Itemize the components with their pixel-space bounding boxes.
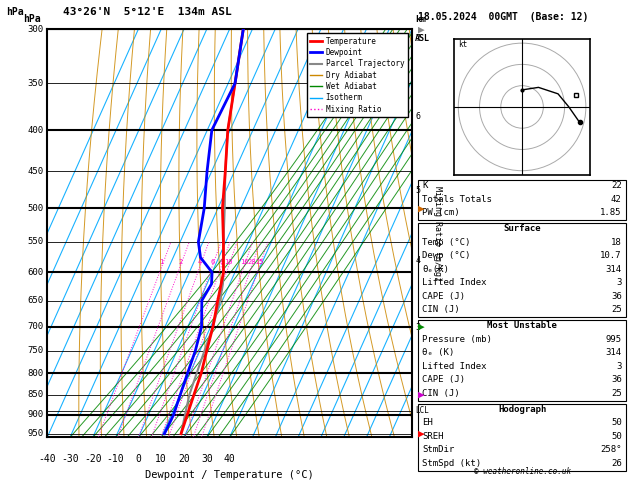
Text: 900: 900 [28, 410, 43, 419]
Text: 1: 1 [160, 260, 164, 265]
Text: 850: 850 [28, 390, 43, 399]
Text: Most Unstable: Most Unstable [487, 321, 557, 330]
Text: SREH: SREH [423, 432, 444, 441]
Text: © weatheronline.co.uk: © weatheronline.co.uk [474, 467, 571, 476]
Text: 43°26'N  5°12'E  134m ASL: 43°26'N 5°12'E 134m ASL [63, 7, 231, 17]
Text: Lifted Index: Lifted Index [423, 278, 487, 287]
Text: 36: 36 [611, 292, 621, 301]
Text: ▶: ▶ [418, 390, 425, 399]
Text: ▶: ▶ [418, 322, 425, 331]
Text: CAPE (J): CAPE (J) [423, 292, 465, 301]
Text: 10: 10 [224, 260, 233, 265]
Text: kt: kt [459, 40, 467, 50]
Text: ▶: ▶ [418, 204, 425, 213]
Text: 7: 7 [415, 34, 420, 43]
Text: Temp (°C): Temp (°C) [423, 238, 471, 247]
Text: 36: 36 [611, 375, 621, 384]
Text: Totals Totals: Totals Totals [423, 194, 493, 204]
Text: 18.05.2024  00GMT  (Base: 12): 18.05.2024 00GMT (Base: 12) [418, 12, 589, 22]
Text: km: km [415, 15, 426, 24]
FancyBboxPatch shape [418, 403, 626, 471]
FancyBboxPatch shape [418, 223, 626, 317]
Text: Dewp (°C): Dewp (°C) [423, 251, 471, 260]
Text: 25: 25 [611, 305, 621, 314]
Text: StmDir: StmDir [423, 445, 455, 454]
Text: 10: 10 [155, 454, 167, 464]
Text: ▶: ▶ [418, 429, 425, 439]
Text: θₑ(K): θₑ(K) [423, 265, 449, 274]
Text: θₑ (K): θₑ (K) [423, 348, 455, 357]
Text: 0: 0 [135, 454, 142, 464]
Text: 16: 16 [240, 260, 248, 265]
Text: 10.7: 10.7 [600, 251, 621, 260]
Text: -30: -30 [61, 454, 79, 464]
Text: CAPE (J): CAPE (J) [423, 375, 465, 384]
Text: K: K [423, 181, 428, 190]
Text: 4: 4 [415, 256, 420, 265]
Text: 450: 450 [28, 167, 43, 176]
Text: 350: 350 [28, 79, 43, 88]
Text: 6: 6 [415, 112, 420, 121]
Text: 40: 40 [224, 454, 235, 464]
Text: CIN (J): CIN (J) [423, 389, 460, 398]
Text: Pressure (mb): Pressure (mb) [423, 335, 493, 344]
Text: 700: 700 [28, 322, 43, 331]
Text: 1.85: 1.85 [600, 208, 621, 217]
Text: 6: 6 [210, 260, 214, 265]
Text: 500: 500 [28, 204, 43, 213]
Text: 50: 50 [611, 418, 621, 427]
Text: 3: 3 [616, 278, 621, 287]
Text: 400: 400 [28, 125, 43, 135]
Text: EH: EH [423, 418, 433, 427]
Text: 950: 950 [28, 429, 43, 438]
Text: 995: 995 [606, 335, 621, 344]
Text: 25: 25 [611, 389, 621, 398]
Text: 314: 314 [606, 265, 621, 274]
Text: 600: 600 [28, 268, 43, 277]
Text: 3: 3 [616, 362, 621, 371]
Text: hPa: hPa [6, 7, 24, 17]
Text: 2: 2 [178, 260, 182, 265]
Text: hPa: hPa [23, 14, 41, 24]
Text: Mixing Ratio (g/kg): Mixing Ratio (g/kg) [433, 186, 442, 281]
Text: PW (cm): PW (cm) [423, 208, 460, 217]
Text: 314: 314 [606, 348, 621, 357]
Text: 50: 50 [611, 432, 621, 441]
Text: ▶: ▶ [418, 24, 425, 34]
FancyBboxPatch shape [418, 320, 626, 401]
Text: -20: -20 [84, 454, 102, 464]
Text: 26: 26 [611, 459, 621, 468]
Text: 30: 30 [201, 454, 213, 464]
Text: Dewpoint / Temperature (°C): Dewpoint / Temperature (°C) [145, 470, 314, 480]
Text: 25: 25 [255, 260, 264, 265]
Text: CIN (J): CIN (J) [423, 305, 460, 314]
Text: -40: -40 [38, 454, 56, 464]
Text: 3: 3 [415, 323, 420, 331]
Text: 42: 42 [611, 194, 621, 204]
Text: 650: 650 [28, 296, 43, 305]
Text: 4: 4 [198, 260, 202, 265]
Text: StmSpd (kt): StmSpd (kt) [423, 459, 482, 468]
Text: 5: 5 [415, 186, 420, 195]
Text: 550: 550 [28, 237, 43, 246]
Text: 750: 750 [28, 346, 43, 355]
Text: ASL: ASL [415, 34, 430, 43]
Text: 18: 18 [611, 238, 621, 247]
Text: Lifted Index: Lifted Index [423, 362, 487, 371]
Text: 8: 8 [219, 260, 223, 265]
Text: 20: 20 [178, 454, 190, 464]
Text: 800: 800 [28, 369, 43, 378]
Text: 300: 300 [28, 25, 43, 34]
Legend: Temperature, Dewpoint, Parcel Trajectory, Dry Adiabat, Wet Adiabat, Isotherm, Mi: Temperature, Dewpoint, Parcel Trajectory… [306, 33, 408, 117]
Text: -10: -10 [107, 454, 125, 464]
Text: Hodograph: Hodograph [498, 405, 546, 414]
Text: 20: 20 [247, 260, 256, 265]
Text: 258°: 258° [600, 445, 621, 454]
Text: LCL: LCL [415, 406, 429, 416]
Text: 22: 22 [611, 181, 621, 190]
Text: Surface: Surface [503, 224, 541, 233]
FancyBboxPatch shape [418, 180, 626, 220]
